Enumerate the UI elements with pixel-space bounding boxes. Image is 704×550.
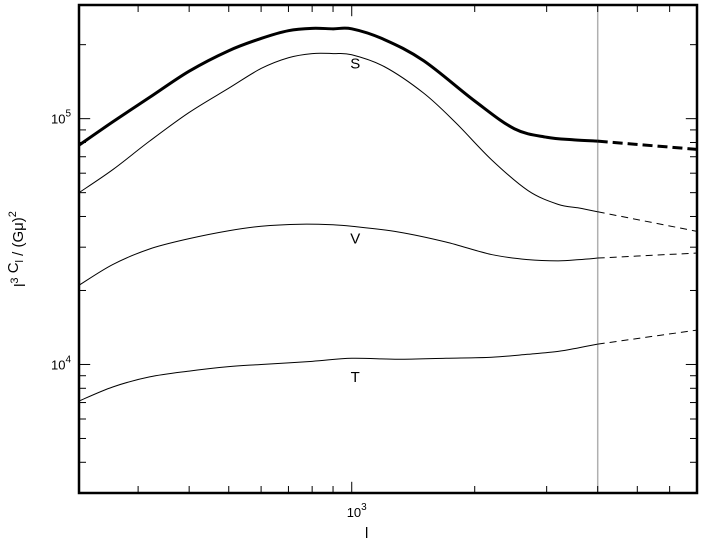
series-total-line — [79, 26, 598, 147]
x-tick-label: 103 — [347, 502, 367, 520]
series-v-extrapolation — [597, 252, 697, 259]
x-axis-label: l — [365, 525, 368, 542]
series-total-extrapolation — [597, 139, 697, 151]
series-labels: S V T — [350, 55, 360, 385]
series-t-line — [79, 343, 598, 402]
series-s-extrapolation — [597, 211, 697, 232]
y-tick-label: 105 — [51, 109, 71, 127]
series-label-v: V — [350, 231, 360, 248]
y-axis-label: l3 Cl / (Gμ)2 — [5, 211, 29, 287]
series-t-extrapolation — [597, 329, 697, 345]
series-label-t: T — [351, 369, 360, 386]
plot-frame — [77, 3, 699, 495]
plot-area — [79, 5, 697, 493]
axis-ticks: 104 105 103 — [51, 5, 698, 520]
series-label-s: S — [350, 55, 360, 72]
y-tick-label: 104 — [51, 354, 71, 372]
series-s-line — [79, 52, 598, 213]
series-v-line — [79, 223, 598, 286]
